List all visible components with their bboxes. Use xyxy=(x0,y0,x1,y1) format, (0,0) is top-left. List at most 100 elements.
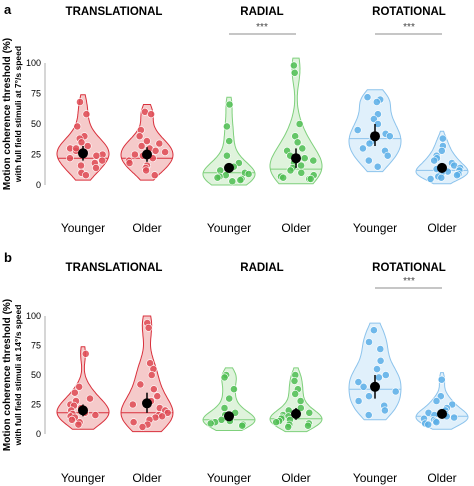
data-point xyxy=(222,151,231,160)
data-point xyxy=(272,418,281,427)
data-point xyxy=(147,110,155,119)
data-point xyxy=(72,144,80,153)
y-tick-b-75: 75 xyxy=(31,341,41,351)
data-point xyxy=(364,411,373,419)
panel-a: a TRANSLATIONAL RADIAL ROTATIONAL Motion… xyxy=(2,2,469,235)
data-point xyxy=(354,378,363,386)
title-translational-b: TRANSLATIONAL xyxy=(66,262,163,274)
data-point xyxy=(129,418,138,427)
data-point xyxy=(142,166,150,175)
data-point xyxy=(86,394,94,403)
data-point xyxy=(150,171,159,180)
data-point xyxy=(381,371,390,379)
data-point xyxy=(68,415,76,424)
data-point xyxy=(453,171,461,180)
data-point xyxy=(147,371,156,379)
x-label-radial-younger-a: Younger xyxy=(207,221,251,235)
data-point xyxy=(92,163,100,172)
mean-marker-translational-younger xyxy=(78,148,88,159)
y-axis-label-a: Motion coherence threshold (%) xyxy=(2,38,13,190)
data-point xyxy=(385,132,394,141)
title-rotational-a: ROTATIONAL xyxy=(372,6,446,18)
mean-marker-radial-older xyxy=(291,408,301,419)
data-point xyxy=(298,144,307,153)
data-point xyxy=(309,156,318,165)
data-point xyxy=(161,148,169,156)
data-point xyxy=(296,404,305,412)
data-point xyxy=(305,408,314,417)
mean-marker-translational-younger xyxy=(78,405,88,416)
data-point xyxy=(290,376,299,385)
y-tick-b-25: 25 xyxy=(31,400,41,410)
data-point xyxy=(151,146,160,155)
data-point xyxy=(369,326,378,335)
significance-label-rotational-a: *** xyxy=(403,22,415,33)
data-point xyxy=(77,161,85,170)
data-point xyxy=(424,420,433,429)
x-label-radial-older-a: Older xyxy=(281,221,310,235)
y-tick-b-0: 0 xyxy=(36,429,41,439)
data-point xyxy=(149,385,158,394)
data-point xyxy=(73,122,82,131)
data-point xyxy=(153,392,162,401)
x-label-radial-older-b: Older xyxy=(281,471,310,485)
data-point xyxy=(438,134,447,143)
mean-marker-radial-older xyxy=(291,153,301,164)
x-label-translational-older-b: Older xyxy=(132,471,161,485)
data-point xyxy=(136,380,145,389)
data-point xyxy=(138,422,147,431)
violin-radial-older xyxy=(269,57,323,185)
y-axis-sublabel-a: with full field stimuli at 7°/s speed xyxy=(13,46,23,183)
y-tick-a-25: 25 xyxy=(31,150,41,160)
data-point xyxy=(450,413,458,422)
data-point xyxy=(225,394,234,403)
data-point xyxy=(137,142,146,150)
data-point xyxy=(146,359,154,368)
data-point xyxy=(365,338,373,346)
y-tick-a-100: 100 xyxy=(26,58,41,68)
x-label-rotational-younger-a: Younger xyxy=(353,221,397,235)
title-radial-b: RADIAL xyxy=(240,262,283,274)
data-point xyxy=(213,173,222,182)
title-rotational-b: ROTATIONAL xyxy=(372,262,446,274)
data-point xyxy=(220,404,229,412)
y-tick-a-50: 50 xyxy=(31,119,41,129)
data-point xyxy=(306,174,315,183)
data-point xyxy=(290,68,299,77)
data-point xyxy=(436,392,445,401)
data-point xyxy=(430,156,439,165)
data-point xyxy=(284,422,293,431)
data-point xyxy=(225,137,234,145)
data-point xyxy=(74,420,83,429)
data-point xyxy=(225,100,234,109)
data-point xyxy=(432,397,441,405)
y-tick-a-0: 0 xyxy=(36,180,41,190)
title-radial-a: RADIAL xyxy=(240,6,283,18)
data-point xyxy=(279,173,288,182)
y-tick-b-50: 50 xyxy=(31,370,41,380)
data-point xyxy=(229,385,238,394)
data-point xyxy=(295,120,304,128)
mean-marker-radial-younger xyxy=(224,162,234,173)
data-point xyxy=(383,151,392,160)
significance-label-rotational-b: *** xyxy=(403,276,415,287)
x-label-translational-younger-a: Younger xyxy=(61,221,105,235)
data-point xyxy=(130,150,139,159)
data-point xyxy=(155,139,164,148)
data-point xyxy=(91,411,100,419)
panel-label-a: a xyxy=(4,2,12,17)
violin-translational-younger xyxy=(56,346,110,430)
data-point xyxy=(163,408,172,417)
data-point xyxy=(125,159,134,167)
y-tick-b-100: 100 xyxy=(26,311,41,321)
data-point xyxy=(374,373,383,382)
y-tick-a-75: 75 xyxy=(31,89,41,99)
data-point xyxy=(158,412,166,421)
data-point xyxy=(238,421,247,430)
data-point xyxy=(353,126,362,135)
data-point xyxy=(359,382,368,391)
data-point xyxy=(372,98,381,106)
mean-marker-translational-older xyxy=(142,398,152,409)
x-label-rotational-older-a: Older xyxy=(427,221,456,235)
data-point xyxy=(391,387,400,396)
